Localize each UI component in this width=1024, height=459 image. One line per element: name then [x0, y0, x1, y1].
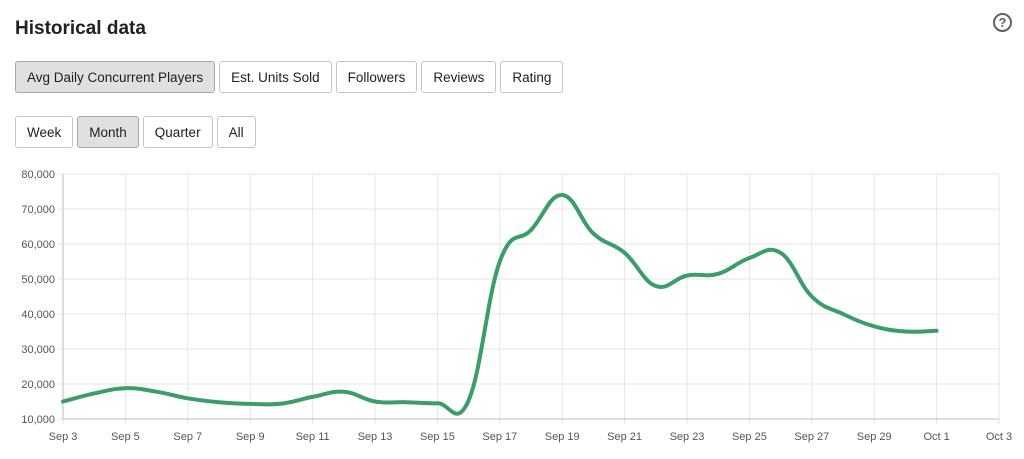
y-tick-label: 10,000	[21, 414, 55, 426]
series-line	[61, 193, 939, 416]
range-tabs: Week Month Quarter All	[15, 116, 256, 148]
x-tick-label: Sep 29	[857, 431, 892, 443]
x-tick-label: Sep 23	[670, 431, 705, 443]
x-tick-label: Sep 13	[358, 431, 393, 443]
line-chart: 10,000 20,000 30,000 40,000 50,000 60,000 70,0…	[21, 169, 1012, 443]
range-month[interactable]: Month	[77, 116, 139, 148]
tab-reviews[interactable]: Reviews	[421, 61, 497, 93]
x-tick-label: Sep 5	[111, 431, 140, 443]
y-tick-label: 70,000	[21, 204, 55, 216]
x-tick-label: Oct 3	[986, 431, 1012, 443]
y-tick-label: 60,000	[21, 239, 55, 251]
question-circle-icon[interactable]: ?	[993, 13, 1012, 32]
x-tick-label: Sep 9	[236, 431, 265, 443]
x-tick-label: Oct 1	[923, 431, 949, 443]
y-tick-label: 20,000	[21, 379, 55, 391]
range-week[interactable]: Week	[15, 116, 74, 148]
page-title: Historical data	[15, 18, 146, 39]
tab-est-units-sold[interactable]: Est. Units Sold	[219, 61, 332, 93]
x-tick-label: Sep 19	[545, 431, 580, 443]
range-all[interactable]: All	[216, 116, 256, 148]
x-tick-label: Sep 21	[607, 431, 642, 443]
metric-tabs: Avg Daily Concurrent Players Est. Units …	[15, 61, 564, 93]
y-tick-label: 30,000	[21, 344, 55, 356]
x-tick-label: Sep 25	[732, 431, 767, 443]
x-tick-label: Sep 15	[420, 431, 455, 443]
tab-followers[interactable]: Followers	[335, 61, 418, 93]
range-quarter[interactable]: Quarter	[142, 116, 213, 148]
x-tick-label: Sep 27	[794, 431, 829, 443]
x-tick-label: Sep 11	[296, 431, 330, 443]
x-tick-label: Sep 17	[482, 431, 517, 443]
x-tick-label: Sep 7	[173, 431, 202, 443]
x-tick-label: Sep 3	[49, 431, 78, 443]
y-tick-label: 40,000	[21, 309, 55, 321]
tab-rating[interactable]: Rating	[500, 61, 564, 93]
y-tick-label: 80,000	[21, 169, 55, 181]
y-tick-label: 50,000	[21, 274, 55, 286]
tab-avg-daily-concurrent-players[interactable]: Avg Daily Concurrent Players	[15, 61, 216, 93]
